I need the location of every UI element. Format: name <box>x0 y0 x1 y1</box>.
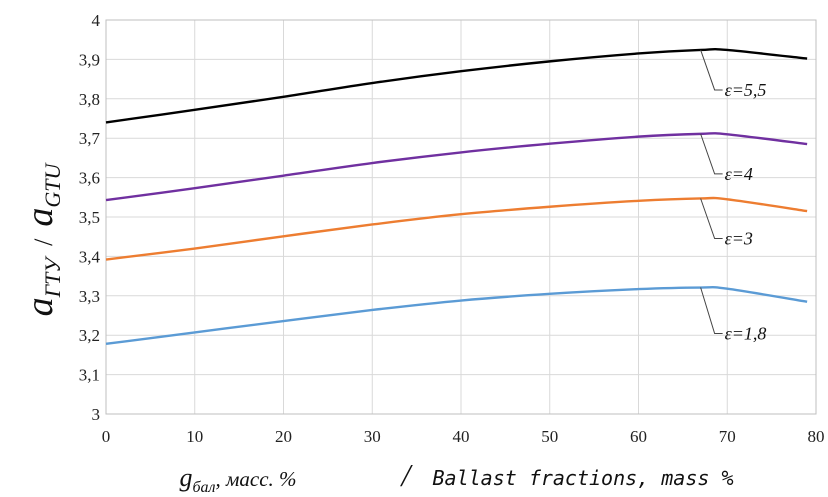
series-line <box>105 196 808 261</box>
y-tick-label: 3,6 <box>79 169 100 188</box>
x-tick-label: 10 <box>186 427 203 446</box>
plot-frame <box>105 19 817 415</box>
y-tick-label: 3,5 <box>79 208 100 227</box>
leader-line <box>700 287 723 335</box>
x-tick-label: 20 <box>275 427 292 446</box>
x-axis-separator: / <box>400 457 414 493</box>
x-axis-rest: , масс. % <box>215 467 296 491</box>
x-tick-label: 80 <box>808 427 825 446</box>
series-line <box>105 132 808 202</box>
leader-line <box>700 49 723 91</box>
leader-line <box>700 198 723 239</box>
x-tick-label: 60 <box>630 427 647 446</box>
series-line <box>105 286 808 346</box>
series-label: ε=4 <box>725 164 753 184</box>
grid <box>105 19 817 415</box>
y-tick-label: 3,4 <box>79 247 101 266</box>
y-tick-label: 3,1 <box>79 366 100 385</box>
y-axis-main-2: a <box>19 208 61 227</box>
series-label: ε=5,5 <box>725 80 767 100</box>
series-line <box>105 47 808 124</box>
x-tick-label: 40 <box>453 427 470 446</box>
y-tick-label: 3,2 <box>79 326 100 345</box>
leader-line <box>700 133 723 175</box>
tick-labels: 33,13,23,33,43,53,63,73,83,940 10 20 30 40 50… <box>79 11 825 446</box>
x-axis-title-en: Ballast fractions, mass % <box>432 466 733 490</box>
y-axis-sub-2: GTU <box>40 161 65 207</box>
x-axis-title-ru: gбал, масс. % <box>179 463 296 496</box>
y-tick-label: 4 <box>92 11 101 30</box>
x-tick-label: 30 <box>364 427 381 446</box>
x-tick-label: 0 <box>102 427 111 446</box>
x-tick-label: 50 <box>541 427 558 446</box>
x-axis-sub: бал <box>192 479 215 496</box>
y-tick-label: 3,3 <box>79 287 100 306</box>
y-tick-label: 3,7 <box>79 129 101 148</box>
y-tick-label: 3,9 <box>79 50 100 69</box>
x-axis-main: g <box>179 463 192 492</box>
y-axis-main-1: a <box>19 297 61 316</box>
y-axis-sub-1: ГТУ <box>40 255 65 299</box>
series-lines <box>105 47 808 346</box>
y-tick-label: 3,8 <box>79 90 100 109</box>
y-tick-label: 3 <box>92 405 101 424</box>
series-label: ε=1,8 <box>725 324 767 344</box>
series-label: ε=3 <box>725 228 753 248</box>
series-labels: ε=5,5 ε=4 ε=3 ε=1,8 <box>700 49 767 344</box>
y-axis-separator: / <box>29 238 58 246</box>
x-tick-label: 70 <box>719 427 736 446</box>
y-axis-title: aГТУ/aGTU <box>19 161 65 316</box>
